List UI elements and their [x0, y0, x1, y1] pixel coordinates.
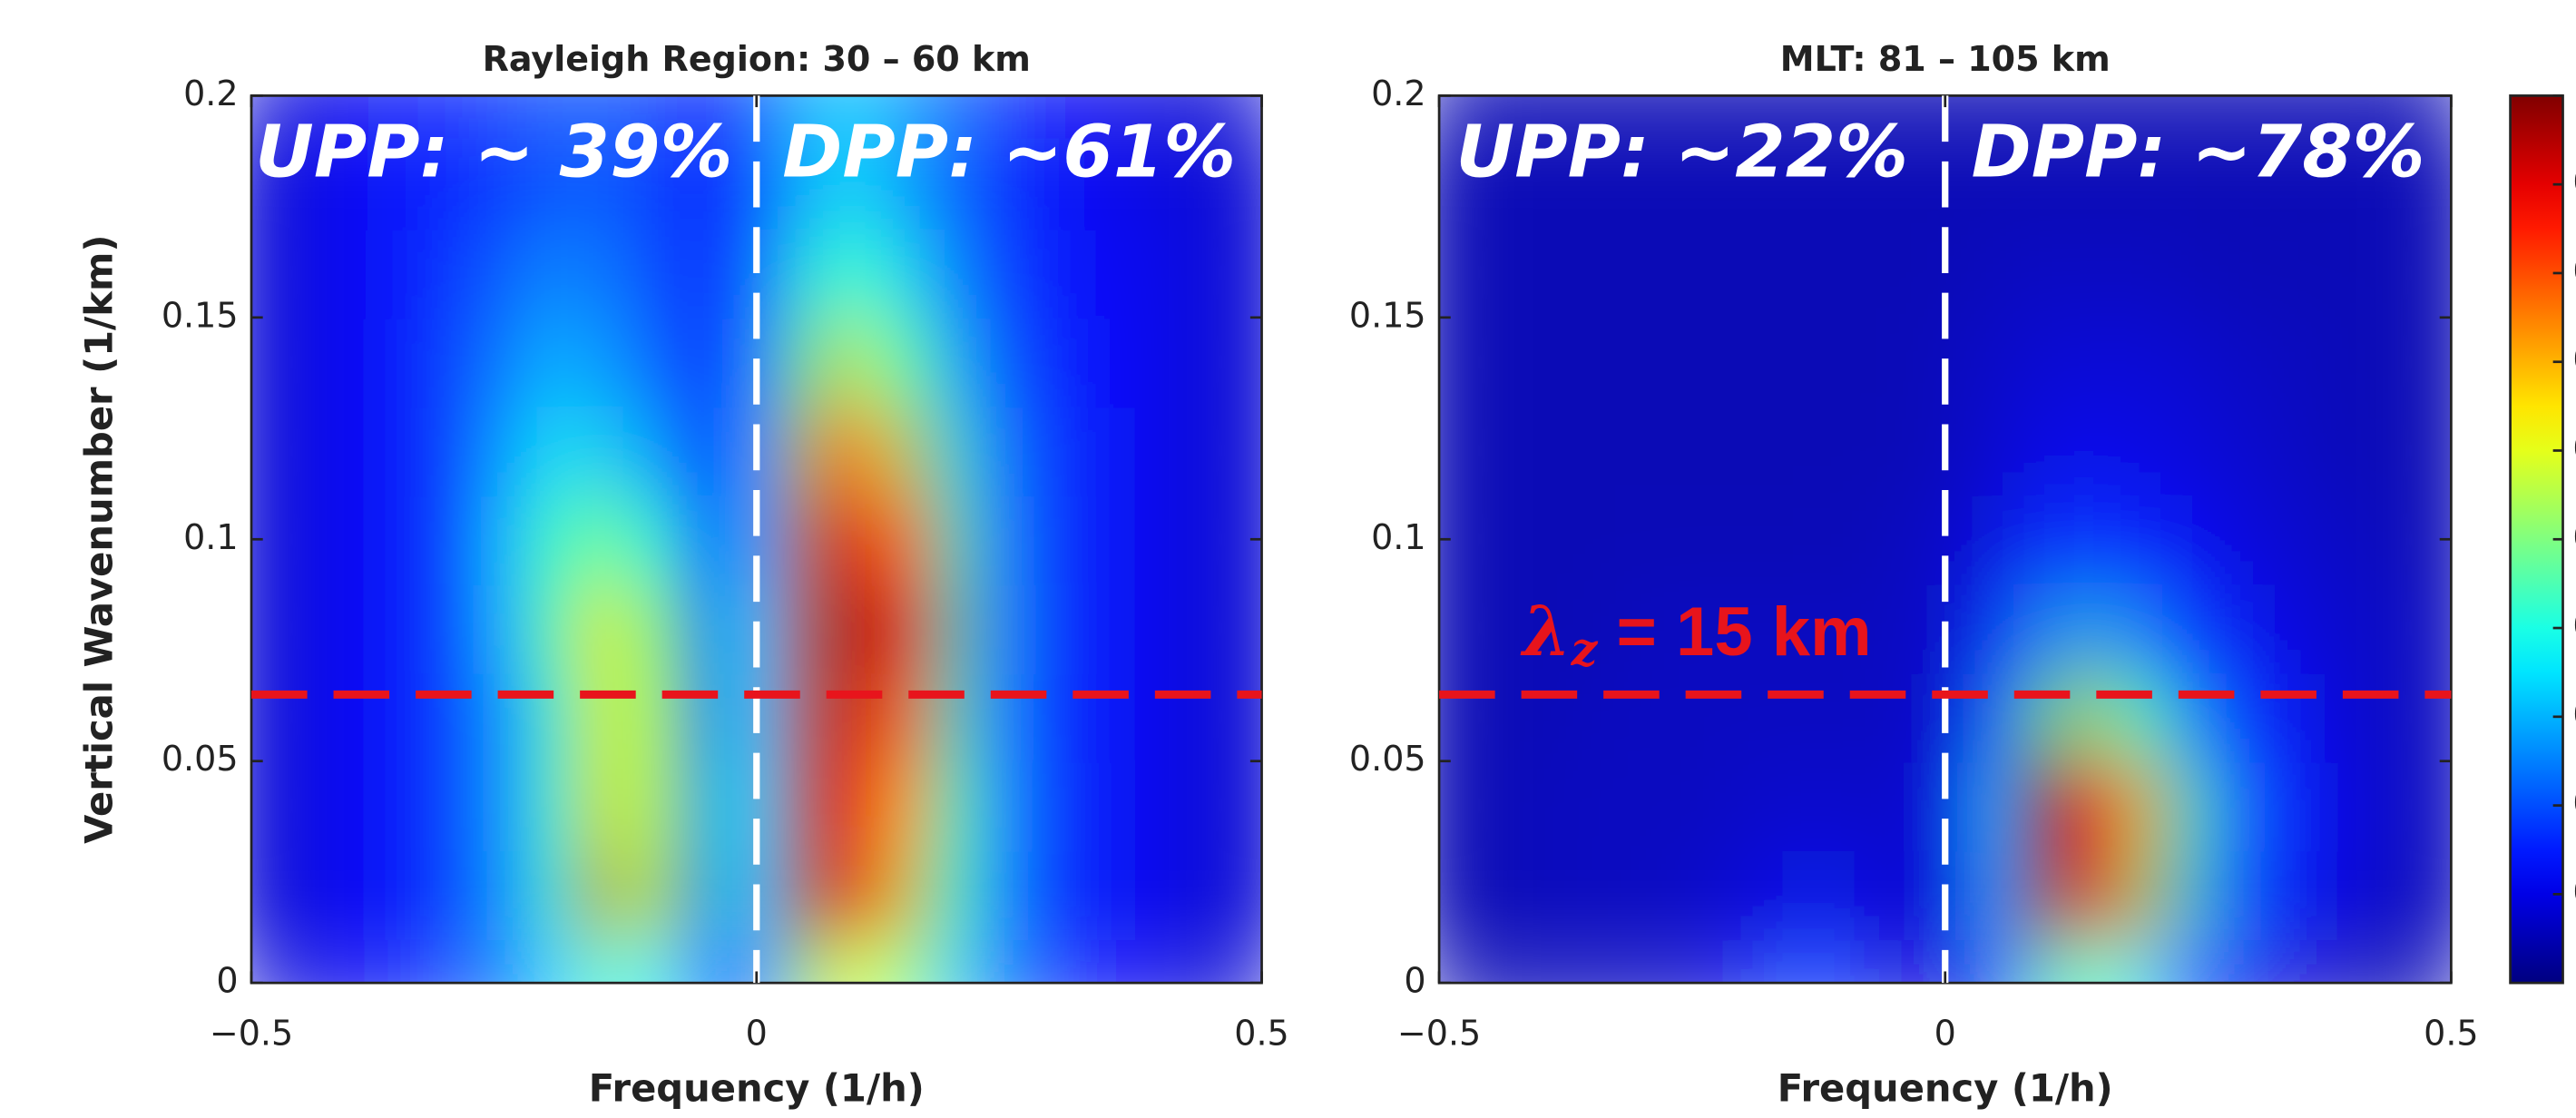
hline-label-text: = 15 km	[1597, 593, 1871, 671]
hline-label: λz = 15 km	[1520, 591, 1871, 676]
colorbar-tick-label: 0.1	[2572, 872, 2576, 912]
x-tick-label: −0.5	[1397, 1014, 1481, 1054]
y-tick-label: 0	[216, 961, 238, 1001]
chart-title: Rayleigh Region: 30 – 60 km	[483, 39, 1031, 79]
annotation: DPP: ~61%	[782, 109, 1236, 193]
chart-title: MLT: 81 – 105 km	[1780, 39, 2111, 79]
x-axis-label: Frequency (1/h)	[1778, 1066, 2113, 1111]
colorbar-tick-label: 0.5	[2572, 517, 2576, 557]
y-tick-label: 0.05	[162, 739, 239, 779]
hline-label-subscript: z	[1571, 622, 1599, 676]
colorbar-tick-label: 0.6	[2572, 428, 2576, 468]
x-tick-label: −0.5	[210, 1014, 293, 1054]
hline-label-symbol: λ	[1520, 591, 1571, 672]
colorbar-tick-label: 0.3	[2572, 694, 2576, 734]
heatmap-cell	[2367, 95, 2452, 230]
colorbar-tick-label: 0.8	[2572, 250, 2576, 290]
heatmap	[251, 95, 1262, 984]
colorbar-tick-label: 0.7	[2572, 339, 2576, 379]
annotation: UPP: ~22%	[1456, 109, 1908, 193]
y-tick-label: 0.1	[183, 517, 238, 557]
y-tick-label: 0.05	[1349, 739, 1426, 779]
y-tick-label: 0	[1404, 961, 1425, 1001]
y-tick-label: 0.15	[1349, 295, 1426, 335]
annotation: DPP: ~78%	[1972, 109, 2425, 193]
heatmap-cell	[1178, 95, 1262, 230]
y-tick-label: 0.15	[162, 295, 239, 335]
colorbar-tick-label: 1	[2572, 74, 2576, 113]
x-tick-label: 0	[746, 1014, 768, 1054]
plot-area	[251, 95, 1262, 984]
annotation: UPP: ~ 39%	[255, 109, 732, 193]
x-axis-label: Frequency (1/h)	[589, 1066, 925, 1111]
y-tick-label: 0.2	[183, 74, 238, 113]
x-tick-label: 0.5	[2424, 1014, 2478, 1054]
colorbar-tick-label: 0.9	[2572, 162, 2576, 202]
x-tick-label: 0.5	[1234, 1014, 1288, 1054]
heatmap	[1439, 95, 2452, 984]
colorbar-tick-label: 0.2	[2572, 783, 2576, 823]
plot-area	[1439, 95, 2452, 984]
x-tick-label: 0	[1934, 1014, 1956, 1054]
colorbar-tick-label: 0.4	[2572, 606, 2576, 646]
y-tick-label: 0.1	[1371, 517, 1425, 557]
y-tick-label: 0.2	[1371, 74, 1425, 113]
y-axis-label: Vertical Wavenumber (1/km)	[76, 235, 121, 844]
